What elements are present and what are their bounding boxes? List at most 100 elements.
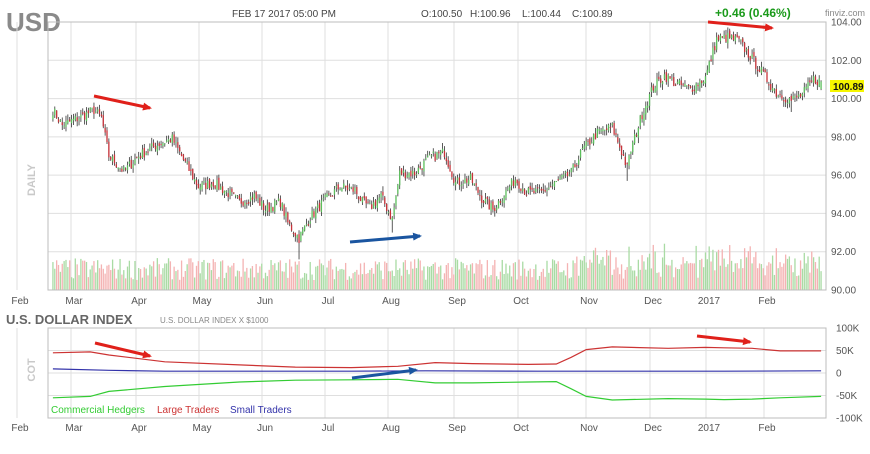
volume-bar: [210, 270, 213, 290]
volume-bar: [469, 264, 472, 290]
candle-body: [604, 129, 606, 131]
volume-bar: [218, 276, 220, 290]
candle-body: [180, 153, 183, 157]
volume-bar: [468, 270, 470, 290]
price-x-tick-label: 2017: [698, 296, 721, 307]
candle-body: [434, 153, 436, 161]
volume-bar: [173, 266, 175, 290]
volume-bar: [783, 263, 785, 290]
candle-body: [331, 195, 334, 197]
candle-body: [764, 69, 766, 73]
candle-body: [805, 86, 807, 89]
volume-bar: [199, 273, 201, 290]
volume-bar: [645, 269, 647, 290]
volume-bar: [503, 274, 505, 290]
volume-bar: [264, 272, 267, 290]
candle-body: [367, 201, 369, 203]
volume-bar: [564, 275, 567, 290]
volume-bar: [719, 265, 722, 290]
volume-bar: [798, 275, 800, 290]
candle-body: [507, 188, 509, 190]
volume-bar: [166, 263, 168, 290]
candle-body: [592, 134, 595, 144]
candle-body: [555, 181, 557, 183]
volume-bar: [553, 260, 556, 290]
candle-body: [193, 179, 196, 182]
price-x-tick-label: Jul: [322, 296, 335, 307]
candle-body: [356, 187, 358, 195]
volume-bar: [648, 253, 651, 290]
candle-body: [124, 168, 127, 170]
volume-bar: [212, 259, 214, 290]
cot-y-axis: -100K -50K 0 50K 100K: [836, 324, 863, 425]
volume-bar: [344, 262, 347, 290]
candle-body: [792, 96, 794, 99]
volume-bar: [661, 257, 664, 290]
candle-body: [318, 202, 321, 212]
volume-bar: [680, 264, 682, 290]
candle-body: [324, 194, 326, 198]
volume-bar: [132, 279, 134, 290]
volume-bar: [56, 260, 58, 290]
volume-bar: [119, 258, 121, 290]
volume-bar: [315, 266, 317, 290]
candle-body: [583, 145, 585, 149]
cot-series-lines: [52, 346, 822, 401]
candle-body: [197, 183, 200, 189]
brand-logo[interactable]: finviz.com: [825, 8, 865, 18]
cot-x-axis: Feb Mar Apr May Jun Jul Aug Sep Oct Nov Dec 2017 Feb: [11, 423, 776, 434]
candle-body: [544, 189, 546, 192]
volume-bar: [546, 260, 548, 290]
candle-body: [648, 93, 651, 106]
price-y-tick-label: 100.00: [831, 94, 862, 105]
price-y-tick-label: 96.00: [831, 171, 856, 182]
volume-bar: [466, 265, 468, 290]
candle-body: [665, 72, 667, 82]
candle-body: [358, 196, 360, 200]
candle-body: [637, 128, 640, 138]
volume-bar: [496, 276, 498, 290]
cot-x-tick-label: Apr: [131, 423, 147, 434]
volume-bar: [758, 263, 761, 290]
candle-body: [719, 35, 722, 41]
cot-y-tick-label: 0: [836, 369, 842, 380]
volume-bar: [607, 255, 610, 290]
volume-bar: [406, 269, 408, 290]
candle-body: [482, 201, 485, 203]
volume-bar: [186, 264, 188, 290]
volume-bar: [604, 265, 606, 290]
volume-bar: [221, 260, 224, 290]
volume-bar: [770, 263, 772, 290]
volume-bar: [630, 266, 632, 290]
volume-bar: [76, 264, 78, 290]
candle-body: [458, 177, 461, 186]
candle-body: [102, 115, 104, 127]
volume-bar: [781, 266, 783, 290]
volume-bar: [154, 276, 157, 290]
candle-body: [376, 200, 378, 209]
candle-body: [315, 208, 317, 219]
candle-body: [501, 201, 503, 203]
volume-bar: [430, 265, 433, 290]
candle-body: [132, 164, 134, 168]
cot-x-tick-label: Jun: [257, 423, 273, 434]
candle-body: [518, 181, 520, 189]
candle-body: [184, 158, 186, 162]
volume-bar: [518, 259, 520, 290]
candle-body: [695, 83, 697, 93]
volume-bar: [578, 275, 580, 290]
candle-body: [613, 122, 615, 135]
candle-body: [628, 155, 630, 166]
volume-bar: [591, 262, 593, 290]
volume-bar: [387, 271, 390, 290]
candle-body: [322, 198, 324, 200]
price-y-tick-label: 92.00: [831, 247, 856, 258]
volume-bar: [152, 261, 155, 290]
candle-body: [445, 157, 447, 162]
candle-body: [680, 80, 682, 85]
candle-body: [302, 229, 304, 234]
candle-body: [130, 159, 132, 169]
volume-bar: [389, 271, 392, 290]
candle-body: [591, 142, 593, 144]
